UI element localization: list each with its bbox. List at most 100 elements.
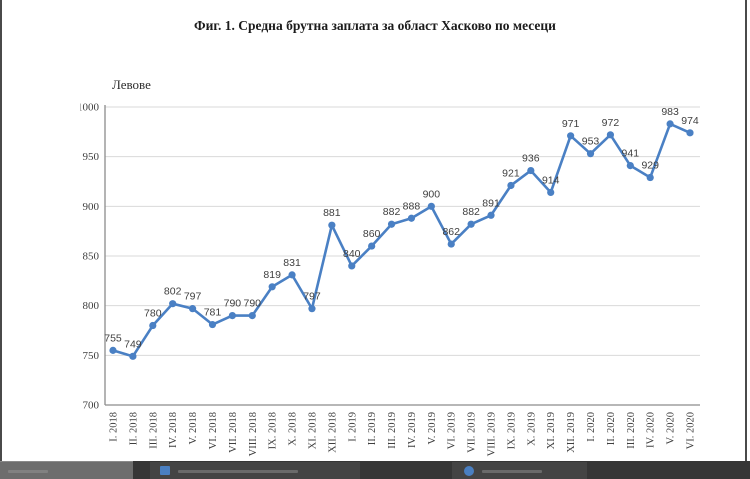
taskbar-illegible-text <box>8 470 48 473</box>
x-tick-label: II. 2020 <box>606 412 617 445</box>
x-tick-label: I. 2019 <box>347 412 358 442</box>
page-border-left <box>0 0 2 461</box>
data-point-marker <box>188 305 197 313</box>
y-axis-title: Левове <box>112 77 151 92</box>
data-point-label: 862 <box>442 226 460 238</box>
x-tick-label: I. 2018 <box>109 412 120 442</box>
data-point-marker <box>527 166 535 175</box>
data-point-label: 929 <box>641 160 659 172</box>
data-point-marker <box>228 312 236 320</box>
x-tick-label: VI. 2018 <box>208 412 219 449</box>
data-point-label: 797 <box>303 291 321 303</box>
data-point-label: 840 <box>343 248 361 260</box>
data-point-label: 790 <box>244 298 262 310</box>
data-point-label: 983 <box>661 106 679 118</box>
data-point-marker <box>626 162 634 170</box>
data-point-label: 749 <box>124 338 142 350</box>
data-point-marker <box>149 321 157 330</box>
data-point-marker <box>348 262 356 270</box>
salary-series-line <box>111 122 692 358</box>
taskbar-status-segment[interactable] <box>0 461 133 479</box>
taskbar <box>0 461 750 479</box>
data-point-marker <box>567 132 575 140</box>
data-point-label: 882 <box>462 206 480 218</box>
document-app-icon <box>160 466 170 475</box>
data-point-marker <box>129 352 137 360</box>
y-tick-label: 700 <box>83 400 100 412</box>
data-point-marker <box>109 346 117 354</box>
data-point-marker <box>169 300 177 308</box>
data-point-label: 953 <box>582 136 600 148</box>
data-point-marker <box>208 320 217 329</box>
data-point-marker <box>586 150 595 158</box>
data-point-marker <box>268 283 276 291</box>
x-tick-label: XI. 2018 <box>307 412 318 449</box>
x-tick-label: IV. 2020 <box>646 412 657 448</box>
data-point-label: 888 <box>403 200 421 212</box>
data-point-marker <box>686 129 694 137</box>
y-tick-label: 900 <box>83 201 100 213</box>
data-point-label: 802 <box>164 286 182 298</box>
data-point-label: 921 <box>502 167 520 179</box>
data-point-label: 900 <box>423 188 441 200</box>
taskbar-illegible-text <box>178 470 298 473</box>
data-point-marker <box>666 120 674 128</box>
x-tick-label: X. 2018 <box>288 412 299 446</box>
x-tick-label: II. 2019 <box>367 412 378 445</box>
x-tick-label: V. 2020 <box>666 412 677 444</box>
y-tick-label: 800 <box>83 300 100 312</box>
data-point-marker <box>407 214 416 222</box>
data-point-label: 972 <box>602 117 620 129</box>
data-point-marker <box>467 220 475 228</box>
data-point-label: 971 <box>562 118 580 130</box>
data-point-marker <box>487 211 495 219</box>
x-tick-label: VII. 2018 <box>228 412 239 453</box>
data-point-marker <box>368 242 376 250</box>
data-point-marker <box>288 271 296 279</box>
x-tick-label: XI. 2019 <box>546 412 557 449</box>
data-point-label: 941 <box>622 148 640 160</box>
data-point-label: 819 <box>263 269 281 281</box>
salary-line-chart: 700 750 800 850 900 950 1000 I. 2018 II. 2018 III… <box>80 102 700 456</box>
data-point-label: 797 <box>184 291 202 303</box>
x-tick-label: VIII. 2019 <box>487 412 498 456</box>
x-tick-label: IV. 2019 <box>407 412 418 448</box>
data-point-label: 891 <box>482 197 500 209</box>
data-point-marker <box>547 188 555 197</box>
x-tick-label: IX. 2019 <box>506 412 517 449</box>
x-tick-label: IV. 2018 <box>168 412 179 448</box>
y-tick-label: 1000 <box>80 102 100 114</box>
data-point-label: 831 <box>283 257 301 269</box>
y-tick-label: 750 <box>83 350 100 362</box>
data-point-marker <box>447 240 455 248</box>
x-tick-label: XII. 2019 <box>566 412 577 453</box>
data-point-marker <box>646 173 654 182</box>
taskbar-illegible-text <box>482 470 542 473</box>
x-tick-label: VII. 2019 <box>467 412 478 453</box>
x-tick-label: III. 2018 <box>148 412 159 449</box>
x-tick-label: VIII. 2018 <box>248 412 259 456</box>
data-point-label: 755 <box>104 332 122 344</box>
y-tick-label: 850 <box>83 251 100 263</box>
x-tick-label: V. 2018 <box>188 412 199 444</box>
x-tick-label: VI. 2019 <box>447 412 458 449</box>
data-point-marker <box>606 131 615 139</box>
x-tick-label: X. 2019 <box>526 412 537 446</box>
data-point-label: 882 <box>383 206 401 218</box>
data-point-marker <box>308 305 316 313</box>
x-tick-label: III. 2019 <box>387 412 398 449</box>
data-point-marker <box>427 202 435 210</box>
x-tick-label: I. 2020 <box>586 412 597 442</box>
taskbar-app-button-1[interactable] <box>150 462 360 479</box>
data-point-label: 860 <box>363 228 381 240</box>
data-point-marker <box>328 221 336 229</box>
data-point-marker <box>248 312 256 320</box>
data-point-label: 914 <box>542 174 560 186</box>
data-point-marker <box>507 181 515 190</box>
data-point-label: 781 <box>204 307 222 319</box>
x-tick-label: V. 2019 <box>427 412 438 444</box>
figure-title: Фиг. 1. Средна брутна заплата за област … <box>194 18 556 33</box>
page-border-right <box>745 0 747 461</box>
taskbar-app-button-2[interactable] <box>452 462 587 479</box>
x-tick-label: III. 2020 <box>626 412 637 449</box>
